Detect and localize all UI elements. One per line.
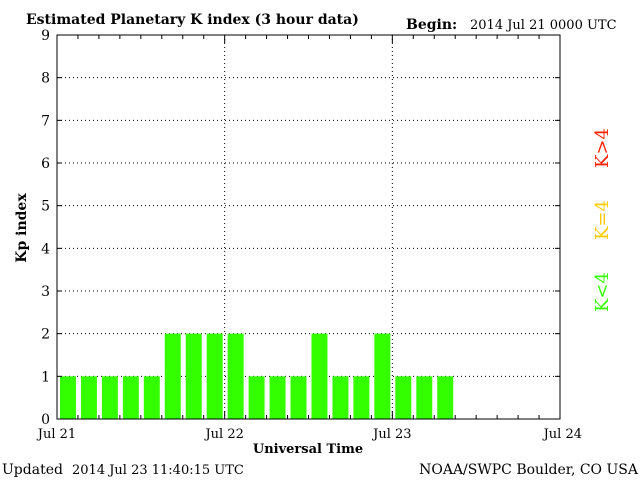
- credit: NOAA/SWPC Boulder, CO USA: [419, 462, 639, 478]
- bar: [80, 376, 97, 419]
- updated-value: 2014 Jul 23 11:40:15 UTC: [72, 463, 244, 478]
- x-tick-label-1: Jul 22: [203, 427, 243, 442]
- bar: [416, 376, 433, 419]
- begin-value: 2014 Jul 21 0000 UTC: [470, 18, 617, 33]
- bar: [311, 333, 328, 419]
- begin-label: Begin:: [406, 17, 457, 33]
- legend-equal: K=4: [592, 200, 613, 240]
- bar: [143, 376, 160, 419]
- legend: K<4 K=4 K>4: [592, 128, 613, 312]
- bar: [60, 376, 76, 419]
- bars: [60, 333, 454, 419]
- bar: [101, 376, 118, 419]
- bar: [164, 333, 181, 419]
- y-tick-label-2: 2: [41, 327, 50, 343]
- x-tick-label-2: Jul 23: [371, 427, 411, 442]
- bar: [248, 376, 265, 419]
- y-tick-label-1: 1: [41, 369, 50, 385]
- grid-lines: [57, 35, 560, 419]
- bar: [185, 333, 202, 419]
- bar: [437, 376, 454, 419]
- bar: [332, 376, 349, 419]
- x-ticks: Jul 21 Jul 22 Jul 23 Jul 24: [36, 35, 582, 442]
- x-axis-label: Universal Time: [253, 442, 363, 457]
- bar: [206, 333, 223, 419]
- y-tick-label-6: 6: [41, 156, 50, 172]
- bar: [290, 376, 307, 419]
- bar: [353, 376, 370, 419]
- y-tick-label-7: 7: [41, 113, 50, 129]
- y-tick-label-5: 5: [41, 199, 50, 215]
- legend-high: K>4: [592, 128, 613, 168]
- y-tick-label-4: 4: [41, 241, 50, 257]
- legend-low: K<4: [592, 272, 613, 312]
- y-tick-label-8: 8: [41, 71, 50, 87]
- updated-prefix: Updated: [2, 462, 63, 478]
- y-tick-label-3: 3: [41, 284, 50, 300]
- y-tick-label-0: 0: [41, 412, 50, 428]
- x-tick-label-3: Jul 24: [542, 427, 582, 442]
- bar: [269, 376, 286, 419]
- bar: [395, 376, 412, 419]
- y-ticks: 0 1 2 3 4 5 6 7 8 9: [41, 28, 560, 428]
- y-tick-label-9: 9: [41, 28, 50, 44]
- y-axis-label: Kp index: [14, 193, 30, 263]
- plot-frame: [56, 34, 561, 420]
- bar: [227, 333, 244, 419]
- bar: [122, 376, 139, 419]
- bar: [374, 333, 391, 419]
- x-tick-label-0: Jul 21: [36, 427, 76, 442]
- chart-title: Estimated Planetary K index (3 hour data…: [26, 12, 359, 28]
